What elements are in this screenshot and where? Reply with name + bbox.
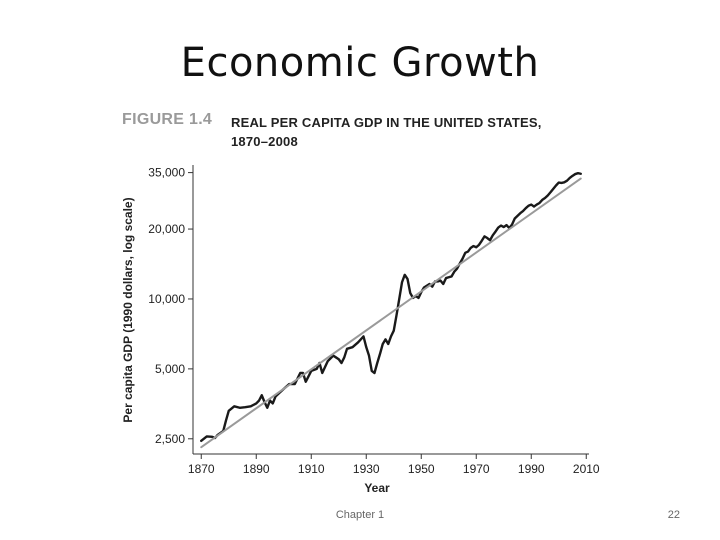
y-tick-label: 5,000 — [155, 362, 185, 376]
y-tick-label: 2,500 — [155, 432, 185, 446]
x-tick-label: 1950 — [408, 462, 435, 476]
slide-title: Economic Growth — [180, 40, 540, 86]
x-tick-label: 1910 — [298, 462, 325, 476]
trend-line — [200, 177, 582, 449]
y-tick-label: 10,000 — [148, 292, 185, 306]
y-axis-title: Per capita GDP (1990 dollars, log scale) — [121, 197, 135, 422]
page-number: 22 — [667, 509, 680, 521]
footer-chapter: Chapter 1 — [335, 509, 385, 521]
x-tick-label: 2010 — [573, 462, 600, 476]
x-tick-label: 1890 — [243, 462, 270, 476]
y-tick-label: 20,000 — [148, 222, 185, 236]
figure-title-line-1: REAL PER CAPITA GDP IN THE UNITED STATES… — [231, 115, 542, 130]
x-tick-label: 1990 — [518, 462, 545, 476]
x-tick-label: 1970 — [463, 462, 490, 476]
figure-title-line-2: 1870–2008 — [231, 134, 298, 149]
x-axis-title: Year — [364, 481, 390, 495]
chart-axes: 2,500 5,000 10,000 20,000 35,000 1870 1890 1910… — [148, 165, 600, 476]
y-tick-label: 35,000 — [148, 166, 185, 180]
gdp-series-line — [200, 171, 582, 443]
figure-label: FIGURE 1.4 — [122, 111, 213, 128]
chart-series — [200, 171, 582, 449]
figure-title: REAL PER CAPITA GDP IN THE UNITED STATES… — [231, 113, 561, 151]
x-tick-label: 1930 — [353, 462, 380, 476]
x-tick-label: 1870 — [188, 462, 215, 476]
